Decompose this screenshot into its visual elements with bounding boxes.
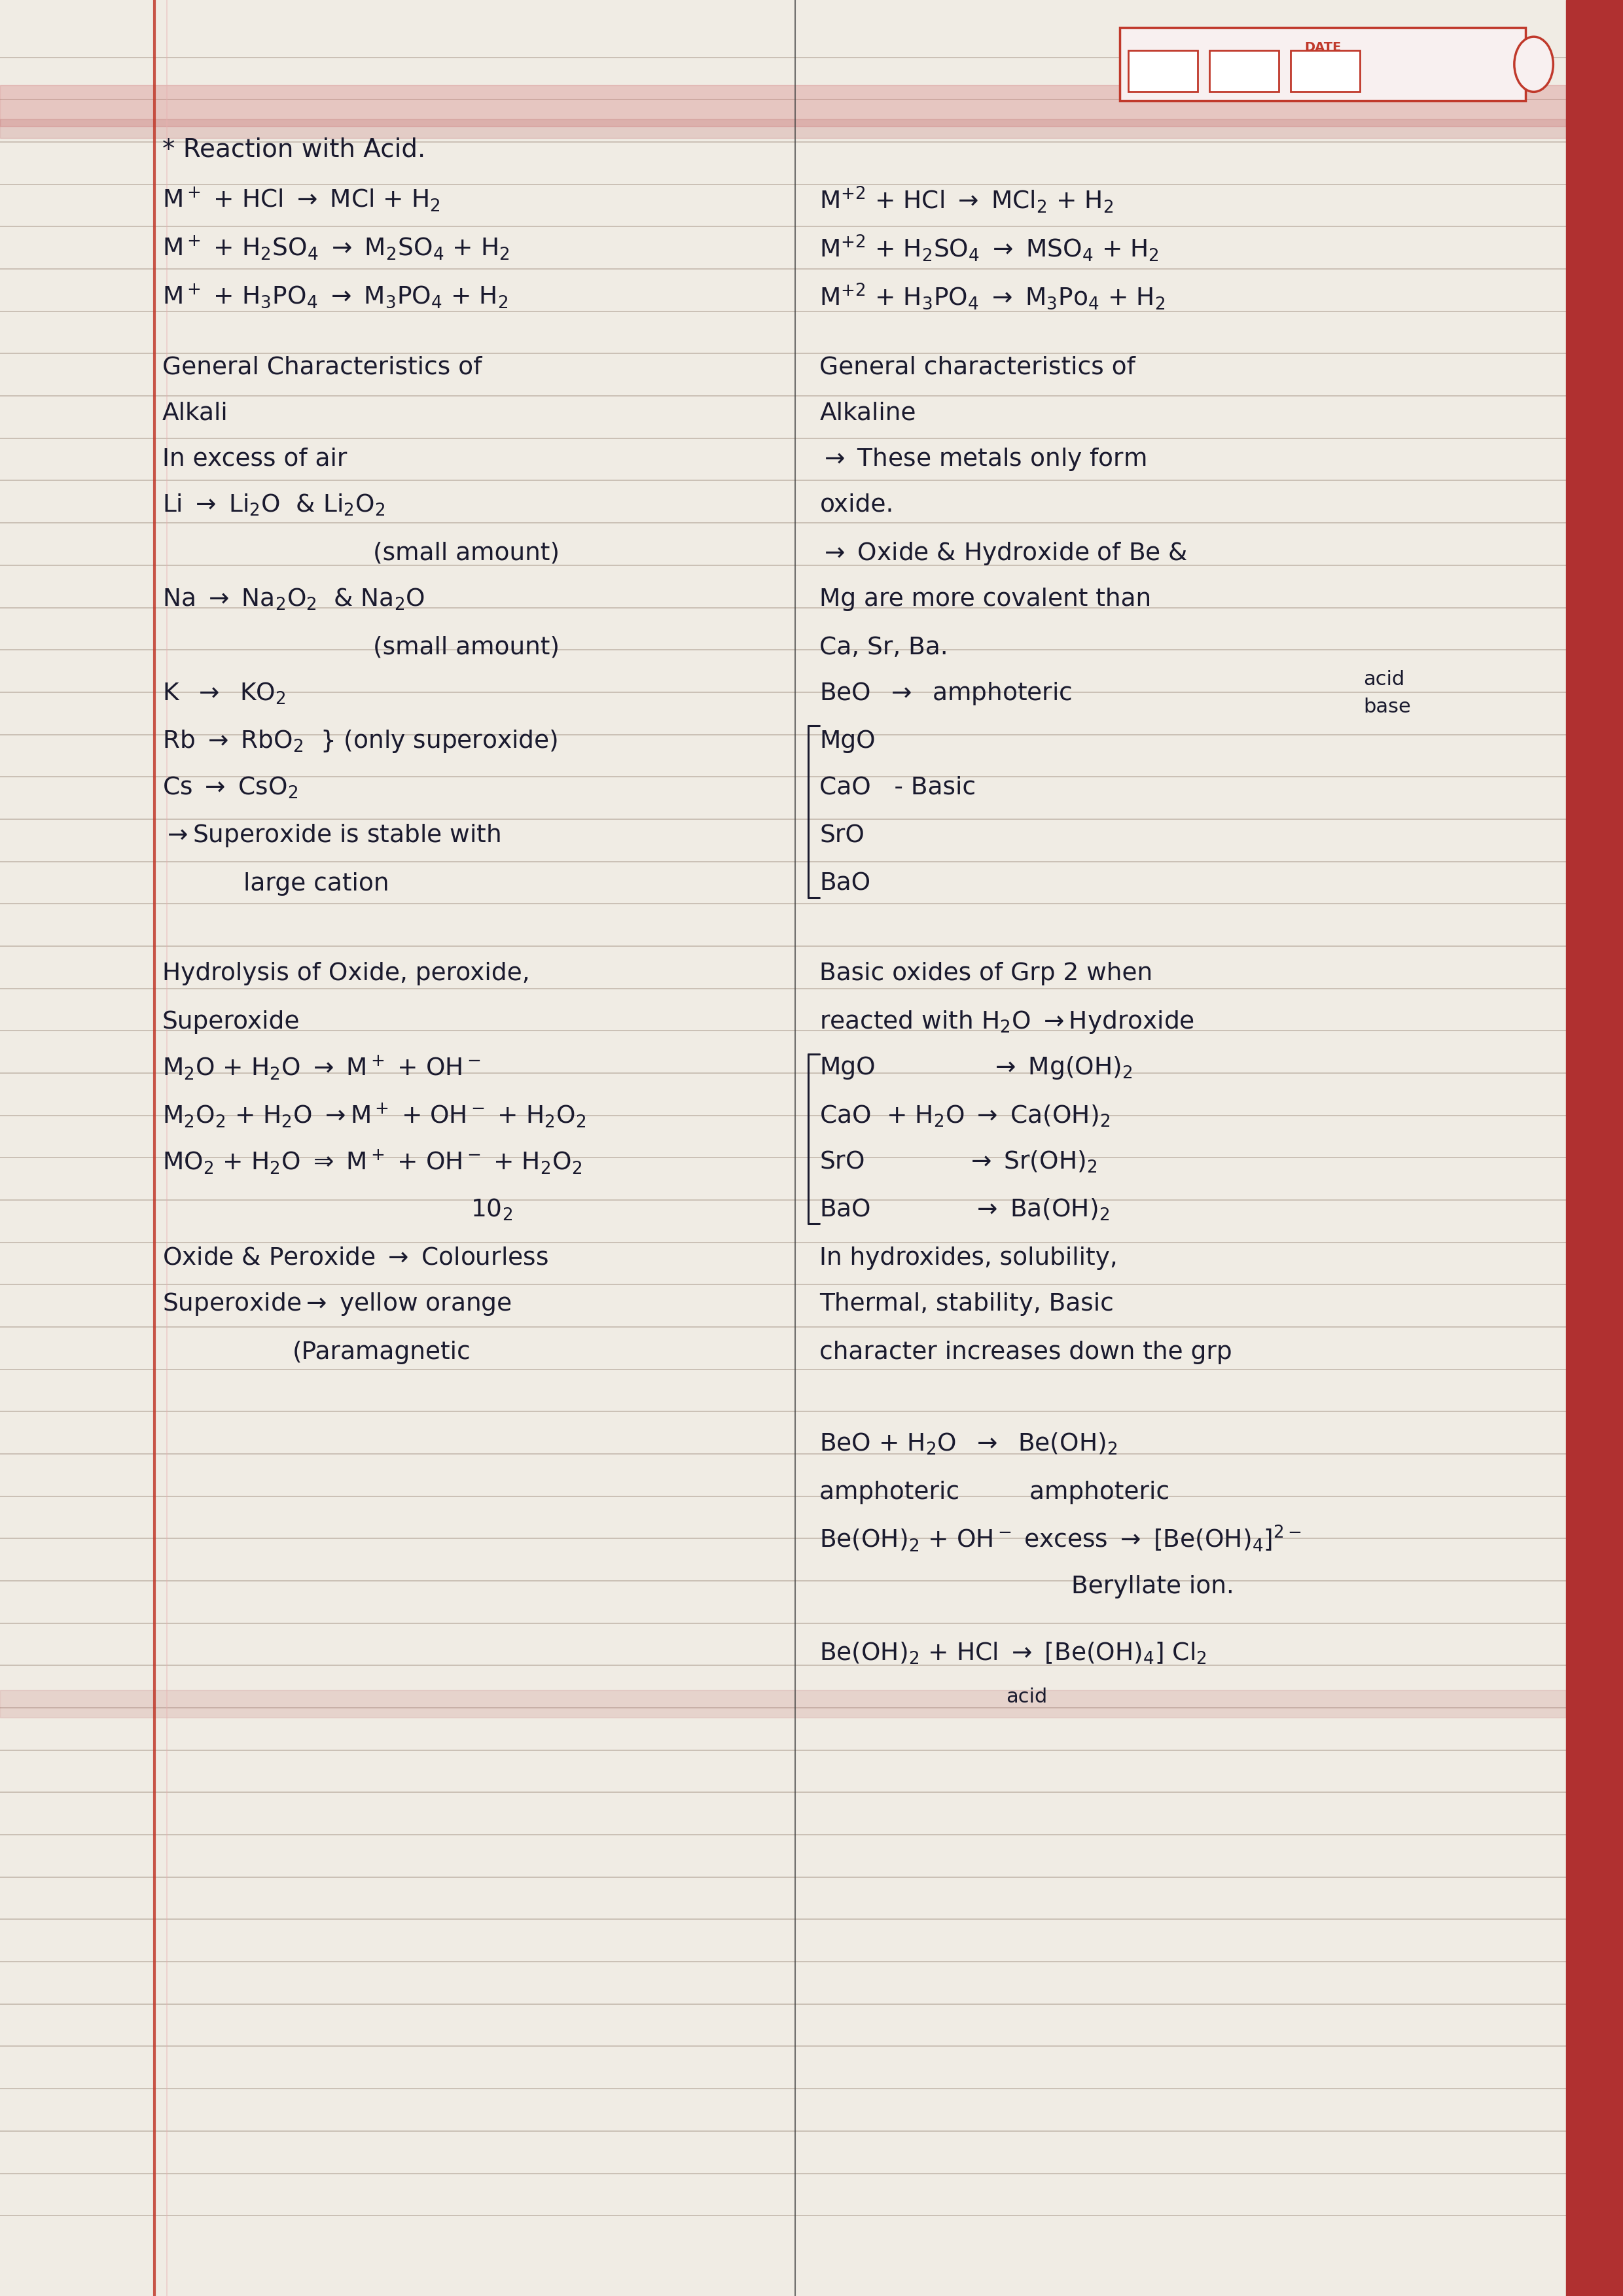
Text: acid: acid xyxy=(1006,1688,1048,1706)
Text: Basic oxides of Grp 2 when: Basic oxides of Grp 2 when xyxy=(820,962,1152,985)
Text: MgO: MgO xyxy=(820,1056,876,1079)
Text: Beryllate ion.: Beryllate ion. xyxy=(1071,1575,1233,1598)
Text: Oxide & Peroxide $\rightarrow$ Colourless: Oxide & Peroxide $\rightarrow$ Colourles… xyxy=(162,1247,549,1270)
Text: M$^+$ + H$_3$PO$_4$ $\rightarrow$ M$_3$PO$_4$ + H$_2$: M$^+$ + H$_3$PO$_4$ $\rightarrow$ M$_3$P… xyxy=(162,282,508,310)
FancyBboxPatch shape xyxy=(1209,51,1279,92)
Circle shape xyxy=(1514,37,1553,92)
Bar xyxy=(0,119,1566,138)
Text: CaO   - Basic: CaO - Basic xyxy=(820,776,975,799)
Text: M$_2$O + H$_2$O $\rightarrow$ M$^+$ + OH$^-$: M$_2$O + H$_2$O $\rightarrow$ M$^+$ + OH… xyxy=(162,1054,480,1081)
Bar xyxy=(0,85,1566,126)
Text: amphoteric         amphoteric: amphoteric amphoteric xyxy=(820,1481,1170,1504)
Text: Ca, Sr, Ba.: Ca, Sr, Ba. xyxy=(820,636,948,659)
Text: DATE: DATE xyxy=(1305,41,1341,53)
FancyBboxPatch shape xyxy=(1120,28,1526,101)
Text: Na $\rightarrow$ Na$_2$O$_2$  & Na$_2$O: Na $\rightarrow$ Na$_2$O$_2$ & Na$_2$O xyxy=(162,588,425,611)
Text: (Paramagnetic: (Paramagnetic xyxy=(292,1341,471,1364)
Text: BaO             $\rightarrow$ Ba(OH)$_2$: BaO $\rightarrow$ Ba(OH)$_2$ xyxy=(820,1199,1110,1221)
Text: Be(OH)$_2$ + OH$^-$ excess $\rightarrow$ [Be(OH)$_4$]$^{2-}$: Be(OH)$_2$ + OH$^-$ excess $\rightarrow$… xyxy=(820,1525,1302,1552)
Text: acid: acid xyxy=(1363,670,1406,689)
Text: SrO: SrO xyxy=(820,824,865,847)
Text: BeO + H$_2$O  $\rightarrow$  Be(OH)$_2$: BeO + H$_2$O $\rightarrow$ Be(OH)$_2$ xyxy=(820,1433,1118,1456)
Text: Mg are more covalent than: Mg are more covalent than xyxy=(820,588,1151,611)
Text: Rb $\rightarrow$ RbO$_2$  } (only superoxide): Rb $\rightarrow$ RbO$_2$ } (only superox… xyxy=(162,728,558,755)
Text: (small amount): (small amount) xyxy=(373,542,560,565)
Text: Li $\rightarrow$ Li$_2$O  & Li$_2$O$_2$: Li $\rightarrow$ Li$_2$O & Li$_2$O$_2$ xyxy=(162,494,385,517)
Text: $\rightarrow$ Mg(OH)$_2$: $\rightarrow$ Mg(OH)$_2$ xyxy=(990,1054,1133,1081)
Text: Superoxide: Superoxide xyxy=(162,1010,300,1033)
Text: General Characteristics of: General Characteristics of xyxy=(162,356,482,379)
Text: base: base xyxy=(1363,698,1410,716)
Text: 10$_2$: 10$_2$ xyxy=(471,1199,513,1221)
Text: oxide.: oxide. xyxy=(820,494,894,517)
Text: In hydroxides, solubility,: In hydroxides, solubility, xyxy=(820,1247,1118,1270)
Text: Hydrolysis of Oxide, peroxide,: Hydrolysis of Oxide, peroxide, xyxy=(162,962,529,985)
Text: (small amount): (small amount) xyxy=(373,636,560,659)
Text: In excess of air: In excess of air xyxy=(162,448,347,471)
Text: $\rightarrow$ These metals only form: $\rightarrow$ These metals only form xyxy=(820,445,1146,473)
Text: Alkali: Alkali xyxy=(162,402,229,425)
Text: M$^{+2}$ + HCl $\rightarrow$ MCl$_2$ + H$_2$: M$^{+2}$ + HCl $\rightarrow$ MCl$_2$ + H… xyxy=(820,186,1113,214)
FancyBboxPatch shape xyxy=(1290,51,1360,92)
Text: M$^{+2}$ + H$_2$SO$_4$ $\rightarrow$ MSO$_4$ + H$_2$: M$^{+2}$ + H$_2$SO$_4$ $\rightarrow$ MSO… xyxy=(820,234,1159,262)
Text: BaO: BaO xyxy=(820,872,872,895)
Text: MgO: MgO xyxy=(820,730,876,753)
Text: M$^+$ + HCl $\rightarrow$ MCl + H$_2$: M$^+$ + HCl $\rightarrow$ MCl + H$_2$ xyxy=(162,186,440,214)
Text: General characteristics of: General characteristics of xyxy=(820,356,1136,379)
Text: M$^+$ + H$_2$SO$_4$ $\rightarrow$ M$_2$SO$_4$ + H$_2$: M$^+$ + H$_2$SO$_4$ $\rightarrow$ M$_2$S… xyxy=(162,234,510,262)
Text: Cs $\rightarrow$ CsO$_2$: Cs $\rightarrow$ CsO$_2$ xyxy=(162,776,299,799)
Text: MO$_2$ + H$_2$O $\Rightarrow$ M$^+$ + OH$^-$ + H$_2$O$_2$: MO$_2$ + H$_2$O $\Rightarrow$ M$^+$ + OH… xyxy=(162,1148,581,1176)
Text: $\rightarrow$Superoxide is stable with: $\rightarrow$Superoxide is stable with xyxy=(162,822,500,850)
Text: SrO             $\rightarrow$ Sr(OH)$_2$: SrO $\rightarrow$ Sr(OH)$_2$ xyxy=(820,1150,1097,1173)
Text: Alkaline: Alkaline xyxy=(820,402,915,425)
Text: $\rightarrow$ Oxide & Hydroxide of Be &: $\rightarrow$ Oxide & Hydroxide of Be & xyxy=(820,540,1188,567)
Text: K  $\rightarrow$  KO$_2$: K $\rightarrow$ KO$_2$ xyxy=(162,682,286,705)
Text: M$^{+2}$ + H$_3$PO$_4$ $\rightarrow$ M$_3$Po$_4$ + H$_2$: M$^{+2}$ + H$_3$PO$_4$ $\rightarrow$ M$_… xyxy=(820,282,1165,310)
Text: large cation: large cation xyxy=(243,872,390,895)
Text: CaO  + H$_2$O $\rightarrow$ Ca(OH)$_2$: CaO + H$_2$O $\rightarrow$ Ca(OH)$_2$ xyxy=(820,1104,1110,1127)
Text: Thermal, stability, Basic: Thermal, stability, Basic xyxy=(820,1293,1113,1316)
Bar xyxy=(1566,0,1623,2296)
Text: * Reaction with Acid.: * Reaction with Acid. xyxy=(162,138,425,161)
Text: Be(OH)$_2$ + HCl $\rightarrow$ [Be(OH)$_4$] Cl$_2$: Be(OH)$_2$ + HCl $\rightarrow$ [Be(OH)$_… xyxy=(820,1642,1208,1665)
Text: M$_2$O$_2$ + H$_2$O $\rightarrow$M$^+$ + OH$^-$ + H$_2$O$_2$: M$_2$O$_2$ + H$_2$O $\rightarrow$M$^+$ +… xyxy=(162,1102,586,1130)
Text: Superoxide$\rightarrow$ yellow orange: Superoxide$\rightarrow$ yellow orange xyxy=(162,1290,511,1318)
Text: character increases down the grp: character increases down the grp xyxy=(820,1341,1232,1364)
Bar xyxy=(0,1690,1566,1717)
Text: reacted with H$_2$O $\rightarrow$Hydroxide: reacted with H$_2$O $\rightarrow$Hydroxi… xyxy=(820,1008,1195,1035)
Text: BeO  $\rightarrow$  amphoteric: BeO $\rightarrow$ amphoteric xyxy=(820,680,1073,707)
FancyBboxPatch shape xyxy=(1128,51,1198,92)
